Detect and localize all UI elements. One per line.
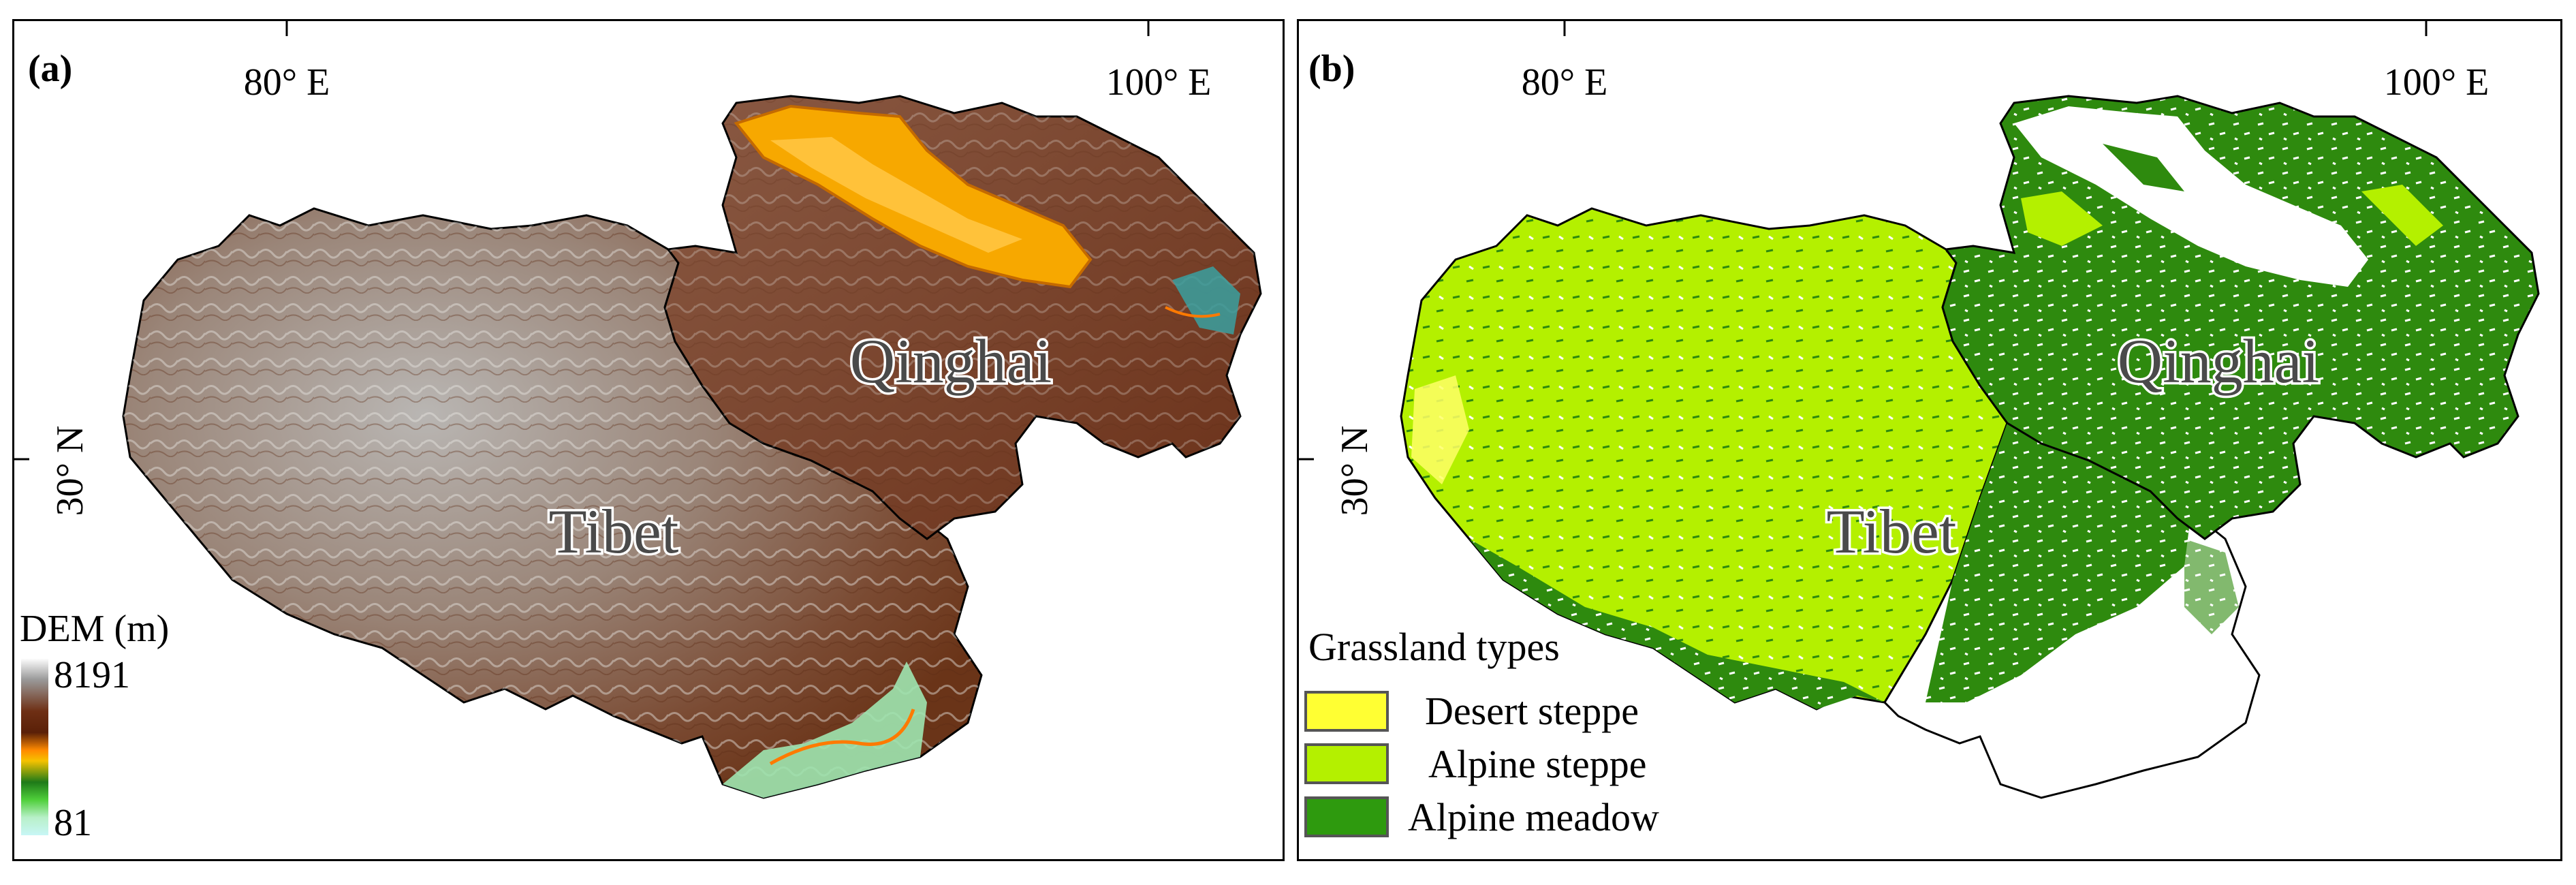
dem-legend-title: DEM (m) [20, 608, 169, 650]
qaidam-basin-core [770, 137, 1022, 253]
legend-item-alpine-meadow: Alpine meadow [1304, 795, 1659, 839]
region-label-qinghai: Qinghai [850, 326, 1052, 396]
lon-label-80e: 80° E [1522, 61, 1608, 104]
lat-label-30n: 30° N [1334, 426, 1376, 516]
dem-legend-min: 81 [54, 802, 92, 844]
panel-dem: (a) 80° E 100° E 30° N Qinghai Tibet DEM… [12, 19, 1285, 861]
desert-steppe-patch [1411, 375, 1469, 484]
grassland-map-svg: (b) 80° E 100° E 30° N Qinghai Tibet Gra… [1299, 21, 2540, 839]
panel-label: (b) [1308, 48, 1355, 90]
grassland-legend-title: Grassland types [1308, 625, 1560, 669]
lon-label-100e: 100° E [2384, 61, 2489, 104]
qinghai-steppe-patch-east [2361, 185, 2443, 246]
legend-label: Desert steppe [1425, 689, 1639, 733]
region-label-qinghai: Qinghai [2118, 326, 2319, 396]
legend-swatch [1304, 796, 1389, 837]
legend-item-desert-steppe: Desert steppe [1304, 689, 1639, 733]
panel-grassland: (b) 80° E 100° E 30° N Qinghai Tibet Gra… [1297, 19, 2562, 861]
dem-legend-max: 8191 [54, 654, 130, 696]
legend-label: Alpine steppe [1428, 742, 1647, 786]
legend-item-alpine-steppe: Alpine steppe [1304, 742, 1647, 786]
river-line-qinghai [1165, 306, 1221, 318]
tibet-east-meadow-patch [2184, 539, 2239, 634]
dem-color-ramp [21, 658, 48, 835]
legend-swatch [1304, 743, 1389, 784]
tibet-terrain-texture [123, 208, 981, 798]
qinghai-terrain-texture [665, 96, 1261, 539]
lat-label-30n: 30° N [49, 426, 91, 516]
qinghai-bare-area [2014, 106, 2368, 287]
lon-label-100e: 100° E [1106, 61, 1212, 104]
qinghai-steppe-patch [2021, 191, 2103, 246]
tibet-meadow-band [1469, 539, 1885, 709]
river-line [769, 709, 915, 766]
lon-label-80e: 80° E [244, 61, 330, 104]
qinghai-meadow-patch [2103, 144, 2184, 191]
qinghai-lowland-patch [1172, 266, 1240, 335]
legend-label: Alpine meadow [1408, 795, 1659, 839]
panel-label: (a) [28, 48, 72, 90]
region-label-tibet: Tibet [549, 497, 679, 566]
region-label-tibet: Tibet [1827, 497, 1957, 566]
tibet-east-meadow [1926, 423, 2191, 702]
legend-swatch [1304, 691, 1389, 732]
dem-map-svg: (a) 80° E 100° E 30° N Qinghai Tibet DEM… [14, 21, 1262, 844]
